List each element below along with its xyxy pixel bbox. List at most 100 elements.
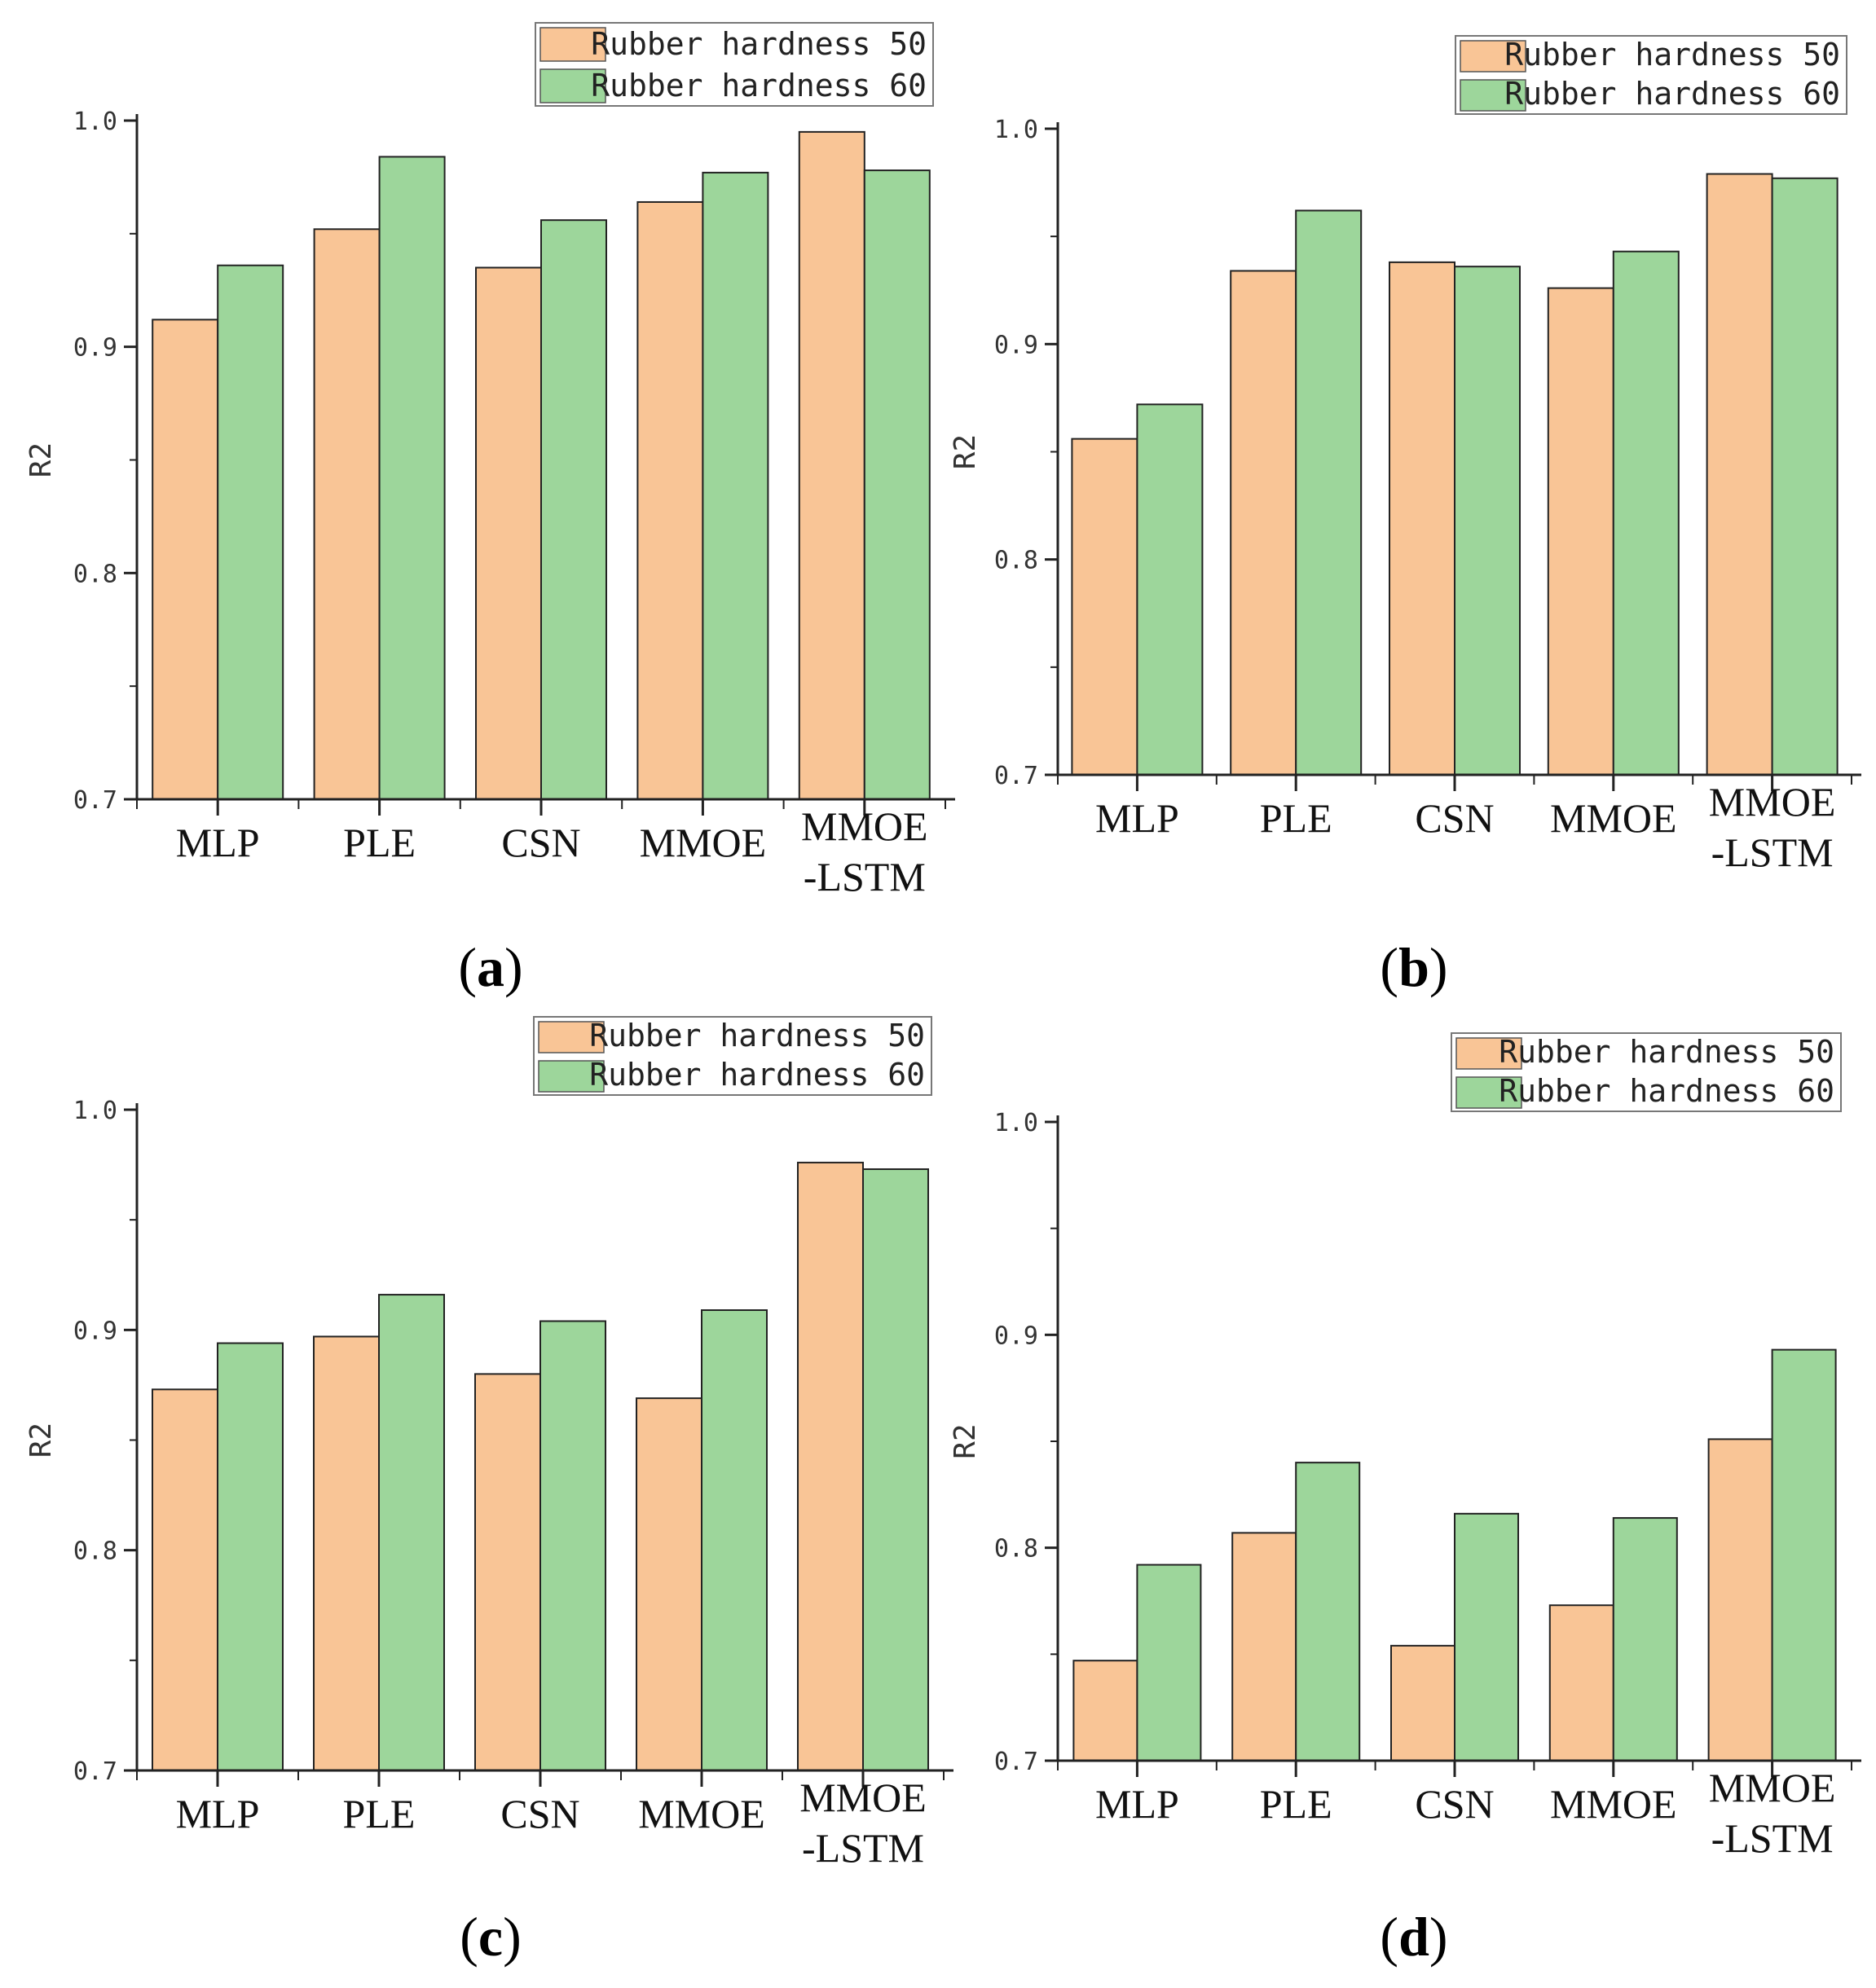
y-tick-label: 1.0 [994,116,1038,144]
legend-label-series-1: Rubber hardness 50 [589,1018,925,1053]
bar-csn-series-2 [539,1320,606,1771]
bar-mlp-series-2 [217,264,284,800]
y-tick-label: 0.7 [994,762,1038,790]
y-tick-label: 0.7 [73,1757,117,1786]
y-tick-label: 0.8 [994,547,1038,575]
legend-swatch-series-1 [539,27,606,62]
bar-csn-series-2 [1454,1512,1519,1762]
y-tick-label: 0.7 [994,1748,1038,1776]
chart-panel-c: 0.7 0.8 0.9 1.0 MLP PLE CSN MMOE MMOE -LSTM R2 Rubb… [24,1016,953,1968]
legend: Rubber hardness 50 Rubber hardness 60 [535,22,934,107]
bar-mmoe-lstm-series-1 [798,130,865,800]
legend-label-series-2: Rubber hardness 60 [1504,76,1840,112]
x-tick-label: MMOE -LSTM [799,1775,927,1871]
y-tick-label: 0.9 [994,1322,1038,1350]
bar-ple-series-2 [378,1294,445,1771]
bar-mmoe-series-2 [1612,1517,1678,1761]
y-tick-label: 0.9 [73,334,117,363]
x-tick-label: PLE [343,1791,416,1836]
bar-mmoe-lstm-series-2 [863,169,931,800]
x-tick-label: CSN [1415,795,1494,841]
legend-swatch-series-1 [1455,1037,1522,1070]
bar-mmoe-series-1 [636,200,704,800]
bar-mlp-series-1 [1072,1660,1138,1762]
bar-ple-series-2 [1295,1462,1361,1761]
x-tick-label: MMOE -LSTM [1709,1765,1836,1861]
chart-panel-b: 0.7 0.8 0.9 1.0 MLP PLE CSN MMOE MMOE -LSTM R2 Rubb… [949,35,1861,998]
y-axis-label: R2 [949,1423,982,1458]
x-tick-label: MMOE [638,1791,765,1836]
legend-label-series-1: Rubber hardness 50 [1504,37,1840,73]
bar-mmoe-series-1 [1547,287,1614,776]
bar-ple-series-1 [313,1335,380,1771]
bar-mmoe-series-2 [702,171,769,800]
legend-swatch-series-1 [538,1021,605,1053]
bar-ple-series-1 [1230,270,1297,776]
bar-mmoe-lstm-series-2 [1771,1348,1837,1762]
x-tick-label: MMOE [640,820,767,865]
bar-mlp-series-2 [1136,1564,1202,1762]
panel-label: (c) [460,1906,522,1968]
y-tick-label: 0.8 [73,560,117,588]
legend-swatch-series-1 [1460,40,1526,73]
bar-mmoe-lstm-series-2 [862,1168,929,1771]
legend-swatch-series-2 [1455,1076,1522,1109]
y-tick-label: 1.0 [73,108,117,136]
bar-csn-series-1 [1389,261,1455,776]
legend-label-series-2: Rubber hardness 60 [591,68,927,103]
x-tick-label: PLE [1260,795,1332,841]
bar-mlp-series-1 [152,1388,218,1772]
bar-mmoe-series-2 [1612,250,1680,776]
legend-label-series-1: Rubber hardness 50 [591,26,927,62]
y-axis-label: R2 [24,442,58,477]
bar-mlp-series-1 [152,319,219,800]
x-tick-label: PLE [1260,1781,1332,1827]
panel-label: (a) [458,936,522,998]
legend: Rubber hardness 50 Rubber hardness 60 [533,1016,932,1096]
panel-label: (d) [1380,1906,1447,1968]
x-tick-label: MLP [1095,1781,1179,1827]
x-tick-label: MMOE -LSTM [1709,779,1836,875]
legend-swatch-series-2 [539,68,606,103]
bar-ple-series-2 [1295,209,1363,776]
y-tick-label: 0.8 [994,1535,1038,1564]
x-tick-label: MLP [176,1791,260,1836]
y-tick-label: 1.0 [73,1097,117,1125]
y-tick-label: 0.8 [73,1537,117,1566]
x-tick-label: MMOE -LSTM [801,803,928,899]
bar-mlp-series-2 [217,1342,284,1771]
bar-mlp-series-2 [1136,403,1204,776]
legend-swatch-series-2 [538,1060,605,1093]
y-tick-label: 0.9 [73,1317,117,1345]
y-axis-label: R2 [24,1423,58,1458]
bar-csn-series-1 [474,1373,541,1772]
x-tick-label: CSN [1415,1781,1494,1827]
x-tick-label: PLE [343,820,416,865]
bar-ple-series-2 [378,156,446,800]
y-tick-label: 1.0 [994,1109,1038,1137]
y-tick-label: 0.9 [994,331,1038,359]
y-axis-label: R2 [949,434,982,469]
x-tick-label: CSN [500,1791,579,1836]
chart-panel-d: 0.7 0.8 0.9 1.0 MLP PLE CSN MMOE MMOE -LSTM R2 Rubb… [949,1032,1861,1968]
bar-mlp-series-1 [1071,438,1138,776]
bar-mmoe-lstm-series-2 [1771,177,1839,776]
y-tick-label: 0.7 [73,786,117,815]
panel-label: (b) [1380,936,1447,998]
bar-csn-series-1 [1390,1644,1455,1761]
bar-mmoe-series-1 [636,1397,702,1772]
bar-csn-series-2 [1454,266,1521,776]
bar-csn-series-1 [475,266,542,800]
bar-mmoe-series-2 [701,1309,768,1771]
x-tick-label: MMOE [1550,1781,1677,1827]
x-tick-label: CSN [501,820,580,865]
bar-mmoe-series-1 [1548,1604,1614,1762]
chart-panel-a: 0.7 0.8 0.9 1.0 MLP PLE CSN MMOE MMOE -LSTM R2 Rubb… [24,22,955,998]
legend-swatch-series-2 [1460,79,1526,112]
bar-mmoe-lstm-series-1 [1707,1438,1773,1762]
legend-label-series-2: Rubber hardness 60 [589,1057,925,1093]
x-tick-label: MLP [1095,795,1179,841]
